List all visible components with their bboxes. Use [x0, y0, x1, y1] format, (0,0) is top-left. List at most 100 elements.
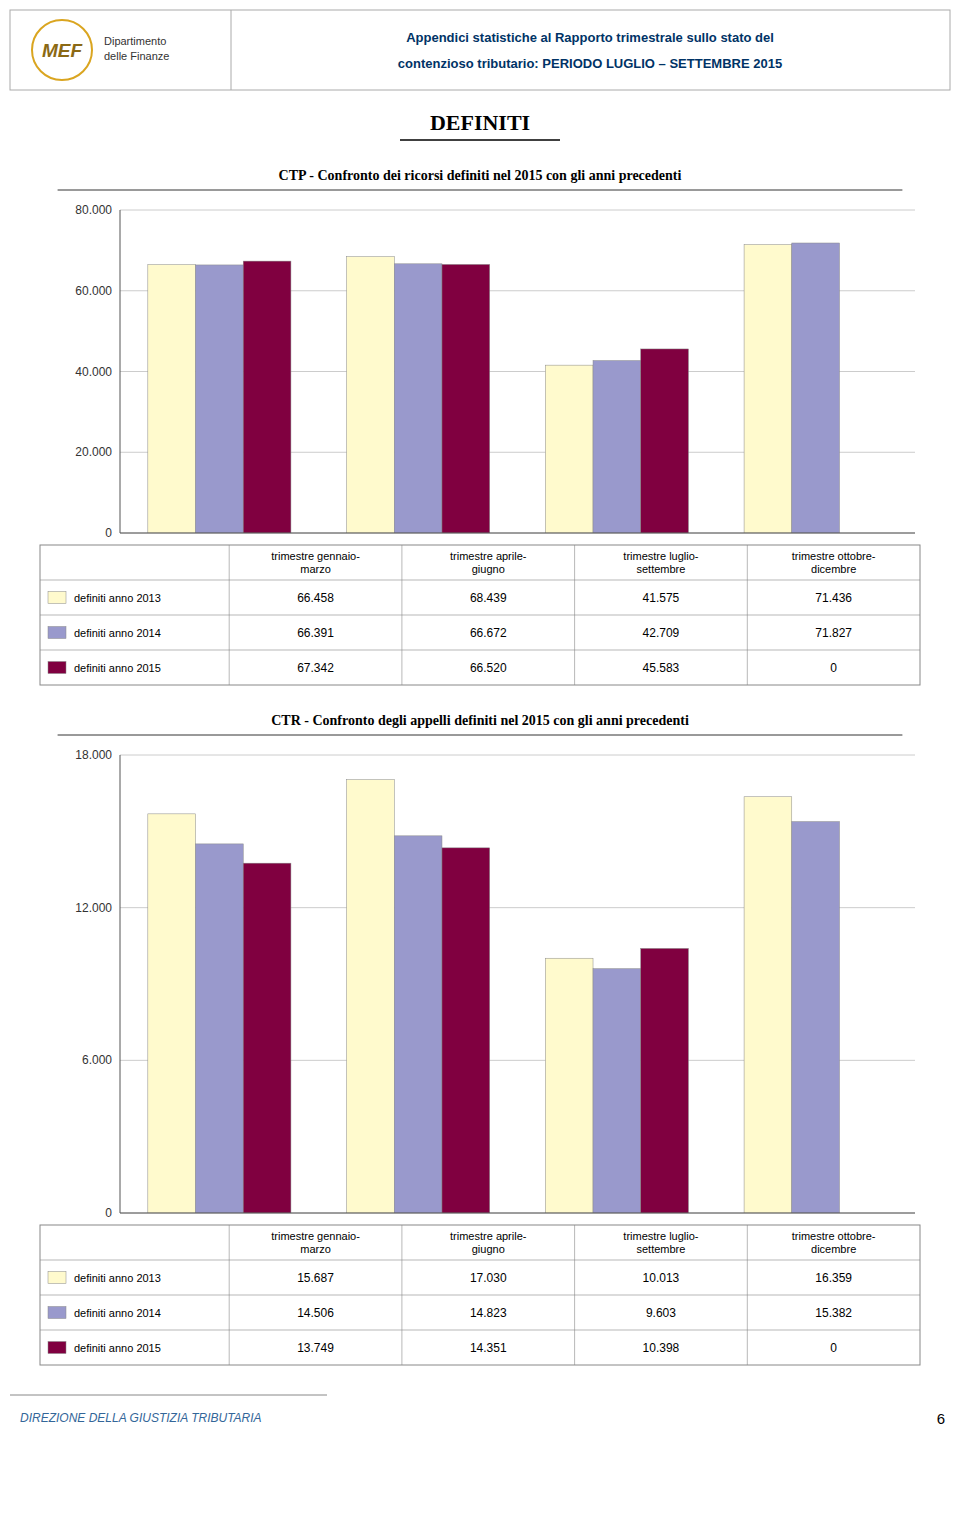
table-value: 15.687 — [297, 1271, 334, 1285]
legend-swatch — [48, 1307, 66, 1319]
bar — [347, 257, 395, 533]
bar — [593, 361, 641, 533]
bar — [394, 836, 442, 1213]
title-rule — [58, 190, 903, 191]
grid-line — [120, 533, 915, 534]
category-label-line: trimestre gennaio- — [271, 550, 360, 562]
bar — [593, 969, 641, 1213]
legend-label: definiti anno 2013 — [74, 1272, 161, 1284]
bar — [545, 365, 593, 533]
bars — [148, 780, 840, 1213]
y-tick-label: 18.000 — [75, 748, 112, 762]
bar — [744, 245, 792, 533]
table-value: 14.351 — [470, 1341, 507, 1355]
category-label: trimestre aprile-giugno — [450, 1230, 527, 1255]
table-value: 14.823 — [470, 1306, 507, 1320]
footer-text: DIREZIONE DELLA GIUSTIZIA TRIBUTARIA — [20, 1411, 262, 1425]
x-axis — [120, 533, 915, 534]
category-label: trimestre luglio-settembre — [623, 550, 699, 575]
category-label: trimestre gennaio-marzo — [271, 1230, 360, 1255]
table-row-line — [40, 650, 920, 651]
title-rule — [58, 735, 903, 736]
page: MEFDipartimentodelle FinanzeAppendici st… — [0, 0, 960, 1530]
section-title: DEFINITI — [430, 110, 530, 135]
bar — [792, 822, 840, 1213]
category-label-line: trimestre luglio- — [623, 1230, 699, 1242]
table-value: 71.436 — [815, 591, 852, 605]
category-label: trimestre gennaio-marzo — [271, 550, 360, 575]
y-axis — [120, 210, 121, 533]
table-value: 17.030 — [470, 1271, 507, 1285]
category-label-line: trimestre luglio- — [623, 550, 699, 562]
legend-swatch — [48, 1272, 66, 1284]
category-label-line: dicembre — [811, 563, 856, 575]
bar — [243, 261, 291, 533]
grid-line — [120, 1213, 915, 1214]
table-row-line — [40, 1260, 920, 1261]
y-axis — [120, 755, 121, 1213]
header-box — [10, 10, 950, 90]
category-label-line: trimestre aprile- — [450, 550, 527, 562]
category-label: trimestre aprile-giugno — [450, 550, 527, 575]
category-label-line: settembre — [636, 1243, 685, 1255]
table-value: 14.506 — [297, 1306, 334, 1320]
table-value: 68.439 — [470, 591, 507, 605]
legend-label: definiti anno 2015 — [74, 1342, 161, 1354]
chart: CTP - Confronto dei ricorsi definiti nel… — [40, 168, 920, 685]
legend-swatch — [48, 627, 66, 639]
bar — [442, 264, 490, 533]
bar — [243, 863, 291, 1213]
grid-line — [120, 755, 915, 756]
category-label: trimestre ottobre-dicembre — [792, 550, 876, 575]
table-row-line — [40, 1295, 920, 1296]
table-row-line — [40, 615, 920, 616]
chart: CTR - Confronto degli appelli definiti n… — [40, 713, 920, 1365]
plot-area — [120, 210, 915, 533]
table-border — [40, 545, 920, 685]
x-axis — [120, 1213, 915, 1214]
table-row-line — [40, 580, 920, 581]
category-label-line: giugno — [472, 563, 505, 575]
category-label: trimestre ottobre-dicembre — [792, 1230, 876, 1255]
page-number: 6 — [937, 1410, 945, 1427]
bar — [641, 948, 689, 1213]
logo-ring — [32, 20, 92, 80]
table-value: 71.827 — [815, 626, 852, 640]
grid-line — [120, 210, 915, 211]
category-label-line: trimestre aprile- — [450, 1230, 527, 1242]
category-label-line: trimestre gennaio- — [271, 1230, 360, 1242]
legend-swatch — [48, 662, 66, 674]
bars — [148, 243, 840, 533]
page-title-line2: contenzioso tributario: PERIODO LUGLIO –… — [398, 56, 782, 71]
y-tick-label: 0 — [105, 526, 112, 540]
table-value: 0 — [830, 1341, 837, 1355]
table-value: 13.749 — [297, 1341, 334, 1355]
category-label-line: trimestre ottobre- — [792, 550, 876, 562]
table-value: 16.359 — [815, 1271, 852, 1285]
table-value: 66.520 — [470, 661, 507, 675]
table-value: 15.382 — [815, 1306, 852, 1320]
y-tick-label: 0 — [105, 1206, 112, 1220]
table-value: 66.458 — [297, 591, 334, 605]
category-label-line: dicembre — [811, 1243, 856, 1255]
table: trimestre gennaio-marzo trimestre aprile-… — [40, 1225, 920, 1365]
category-label-line: marzo — [300, 1243, 331, 1255]
page-title: Appendici statistiche al Rapporto trimes… — [406, 30, 774, 45]
table-value: 9.603 — [646, 1306, 676, 1320]
table-value: 0 — [830, 661, 837, 675]
bar — [148, 265, 196, 533]
bar — [148, 814, 196, 1213]
category-label-line: settembre — [636, 563, 685, 575]
y-tick-label: 40.000 — [75, 365, 112, 379]
table-value: 10.398 — [643, 1341, 680, 1355]
bar — [196, 844, 244, 1213]
table: trimestre gennaio-marzo trimestre aprile-… — [40, 545, 920, 685]
bar — [792, 243, 840, 533]
page-title-part: PERIODO LUGLIO – SETTEMBRE 2015 — [542, 56, 782, 71]
chart-title: CTP - Confronto dei ricorsi definiti nel… — [279, 168, 682, 183]
footer-rule — [10, 1395, 327, 1396]
logo-caption: Dipartimento — [104, 35, 166, 47]
plot-area — [120, 755, 915, 1213]
table-value: 42.709 — [643, 626, 680, 640]
category-label-line: giugno — [472, 1243, 505, 1255]
